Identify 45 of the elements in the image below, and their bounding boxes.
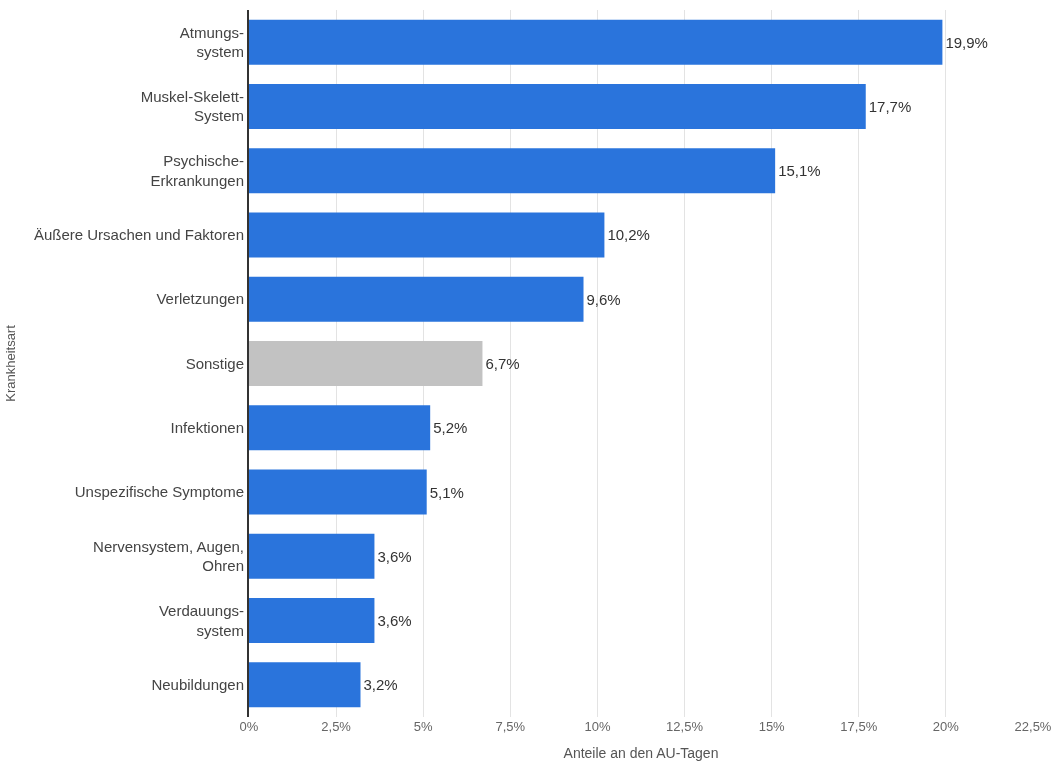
x-tick-label: 2,5% [321,719,352,734]
x-axis-title: Anteile an den AU-Tagen [563,745,719,762]
data-label: 9,6% [586,290,621,308]
x-tick-label: 20% [932,719,960,734]
y-tick-label: Verletzungen [156,290,244,308]
bar [249,469,427,515]
bar [249,276,584,322]
x-tick-label: 22,5% [1014,719,1052,734]
bar [249,212,605,258]
data-label: 5,2% [433,419,468,437]
bar [249,83,866,129]
x-tick-label: 5% [413,719,434,734]
data-label: 19,9% [945,33,988,51]
data-label: 3,6% [377,612,412,630]
y-tick-label: Unspezifische Symptome [74,483,244,501]
y-tick-label: Muskel-Skelett- System [140,87,244,125]
y-axis-title: Krankheitsart [3,324,19,402]
bar [249,598,375,644]
x-tick-label: 12,5% [666,719,704,734]
y-tick-label: Psychische- Erkrankungen [150,152,244,189]
data-label: 3,2% [363,676,398,694]
y-tick-label: Atmungs- system [179,23,244,61]
x-tick-label: 7,5% [495,719,526,734]
y-tick-label: Infektionen [170,419,244,437]
bar [249,405,431,451]
bar [249,662,361,708]
data-label: 15,1% [778,162,821,180]
data-label: 5,1% [429,483,464,501]
bar [249,19,943,65]
y-tick-label: Nervensystem, Augen, Ohren [93,537,244,575]
x-tick-label: 10% [584,719,611,734]
y-tick-label: Neubildungen [151,676,244,694]
data-label: 10,2% [607,226,650,244]
bar [249,341,483,386]
y-tick-label: Äußere Ursachen und Faktoren [33,226,244,244]
x-tick-label: 17,5% [840,719,878,734]
bar [249,148,776,194]
y-tick-label: Verdauungs- system [158,602,244,639]
data-label: 17,7% [868,97,912,115]
y-tick-label: Sonstige [185,354,244,372]
data-label: 6,7% [485,355,520,372]
x-tick-label: 0% [239,719,259,734]
bar [249,533,375,579]
data-label: 3,6% [377,547,412,565]
x-tick-label: 15% [758,719,786,734]
